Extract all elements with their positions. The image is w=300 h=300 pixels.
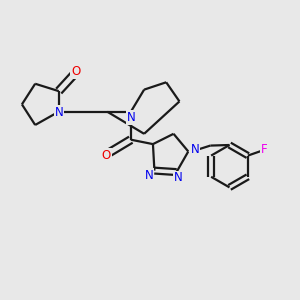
Text: O: O [71,64,80,78]
Text: N: N [55,106,63,118]
Text: F: F [261,143,267,156]
Text: O: O [102,149,111,162]
Text: N: N [145,169,154,182]
Text: N: N [174,172,182,184]
Text: N: N [190,143,199,157]
Text: N: N [127,111,136,124]
